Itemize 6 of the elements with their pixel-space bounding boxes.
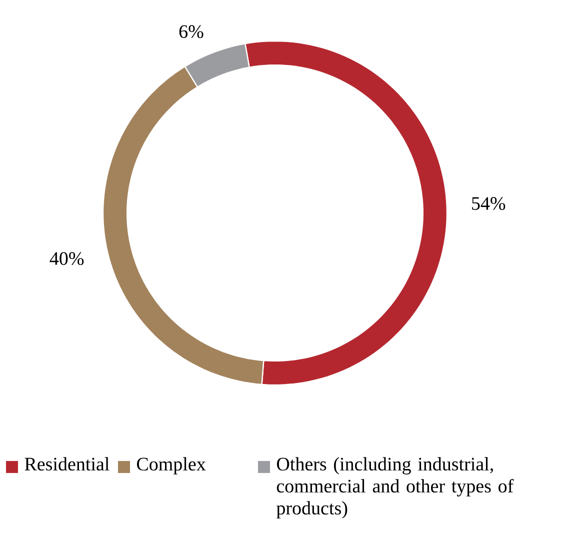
legend-label: Complex — [136, 457, 206, 474]
legend-label: Others (including industrial, commercial and other types of products) — [276, 457, 514, 518]
legend-label: Residential — [24, 457, 110, 471]
data-label: 54% — [472, 197, 506, 210]
data-label: 6% — [179, 25, 204, 38]
data-label: 40% — [50, 252, 84, 266]
